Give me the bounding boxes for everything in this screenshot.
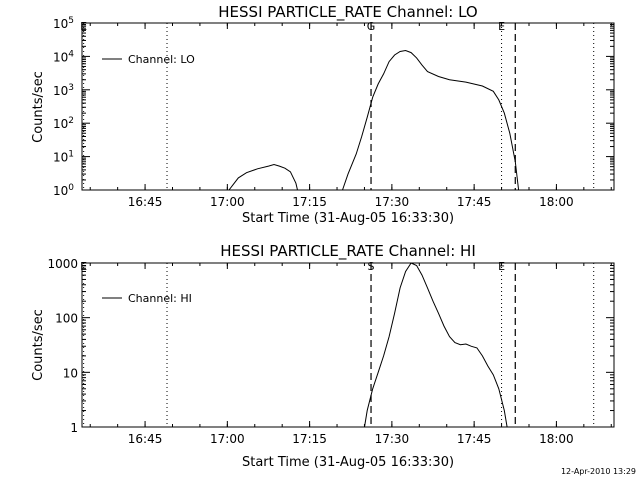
panel-lo: HESSI PARTICLE_RATE Channel: LO Counts/s… [31,3,615,226]
x-axis-label-hi: Start Time (31-Aug-05 16:33:30) [242,455,454,470]
x-tick-label-lo: 16:45 [128,195,163,209]
y-tick-label-hi: 1 [70,421,78,435]
x-tick-label-lo: 17:30 [375,195,410,209]
event-marker-label: G [367,20,376,33]
event-marker-label: E [498,20,505,33]
x-tick-label-hi: 17:15 [292,432,327,446]
plot-frame-lo [81,22,615,191]
event-marker-label: E [80,20,87,33]
y-tick-label-lo: 102 [53,116,74,131]
y-axis-label-hi: Counts/sec [31,309,46,381]
footer-timestamp: 12-Apr-2010 13:29 [561,467,636,476]
panel-hi: HESSI PARTICLE_RATE Channel: HI Counts/s… [31,242,615,470]
event-marker-label: S [368,260,375,273]
y-tick-label-lo: 101 [53,150,74,165]
y-tick-label-hi: 10 [63,366,78,380]
event-marker-label: E [498,260,505,273]
x-tick-label-hi: 17:45 [457,432,492,446]
legend-label-hi: Channel: HI [128,292,192,305]
y-tick-label-lo: 103 [53,83,74,98]
y-tick-label-lo: 105 [53,16,74,31]
y-tick-label-hi: 1000 [47,257,78,271]
series-line-lo [342,49,520,191]
x-tick-label-hi: 18:00 [539,432,574,446]
x-axis-label-lo: Start Time (31-Aug-05 16:33:30) [242,211,454,226]
x-tick-label-hi: 17:30 [375,432,410,446]
y-tick-label-lo: 104 [53,49,74,64]
y-tick-label-hi: 100 [55,312,78,326]
y-axis-label-lo: Counts/sec [31,71,46,143]
plot-frame-hi [81,262,615,428]
x-tick-label-lo: 17:45 [457,195,492,209]
y-tick-label-lo: 100 [53,183,74,198]
x-tick-label-hi: 16:45 [128,432,163,446]
chart-title-hi: HESSI PARTICLE_RATE Channel: HI [220,242,476,261]
legend-label-lo: Channel: LO [128,53,195,66]
x-tick-label-hi: 17:00 [210,432,245,446]
x-tick-label-lo: 18:00 [539,195,574,209]
x-tick-label-lo: 17:15 [292,195,327,209]
series-line-lo [228,163,298,191]
chart-title-lo: HESSI PARTICLE_RATE Channel: LO [218,3,477,22]
event-marker-label: E [80,260,87,273]
x-tick-label-lo: 17:00 [210,195,245,209]
series-line-hi [364,262,508,428]
